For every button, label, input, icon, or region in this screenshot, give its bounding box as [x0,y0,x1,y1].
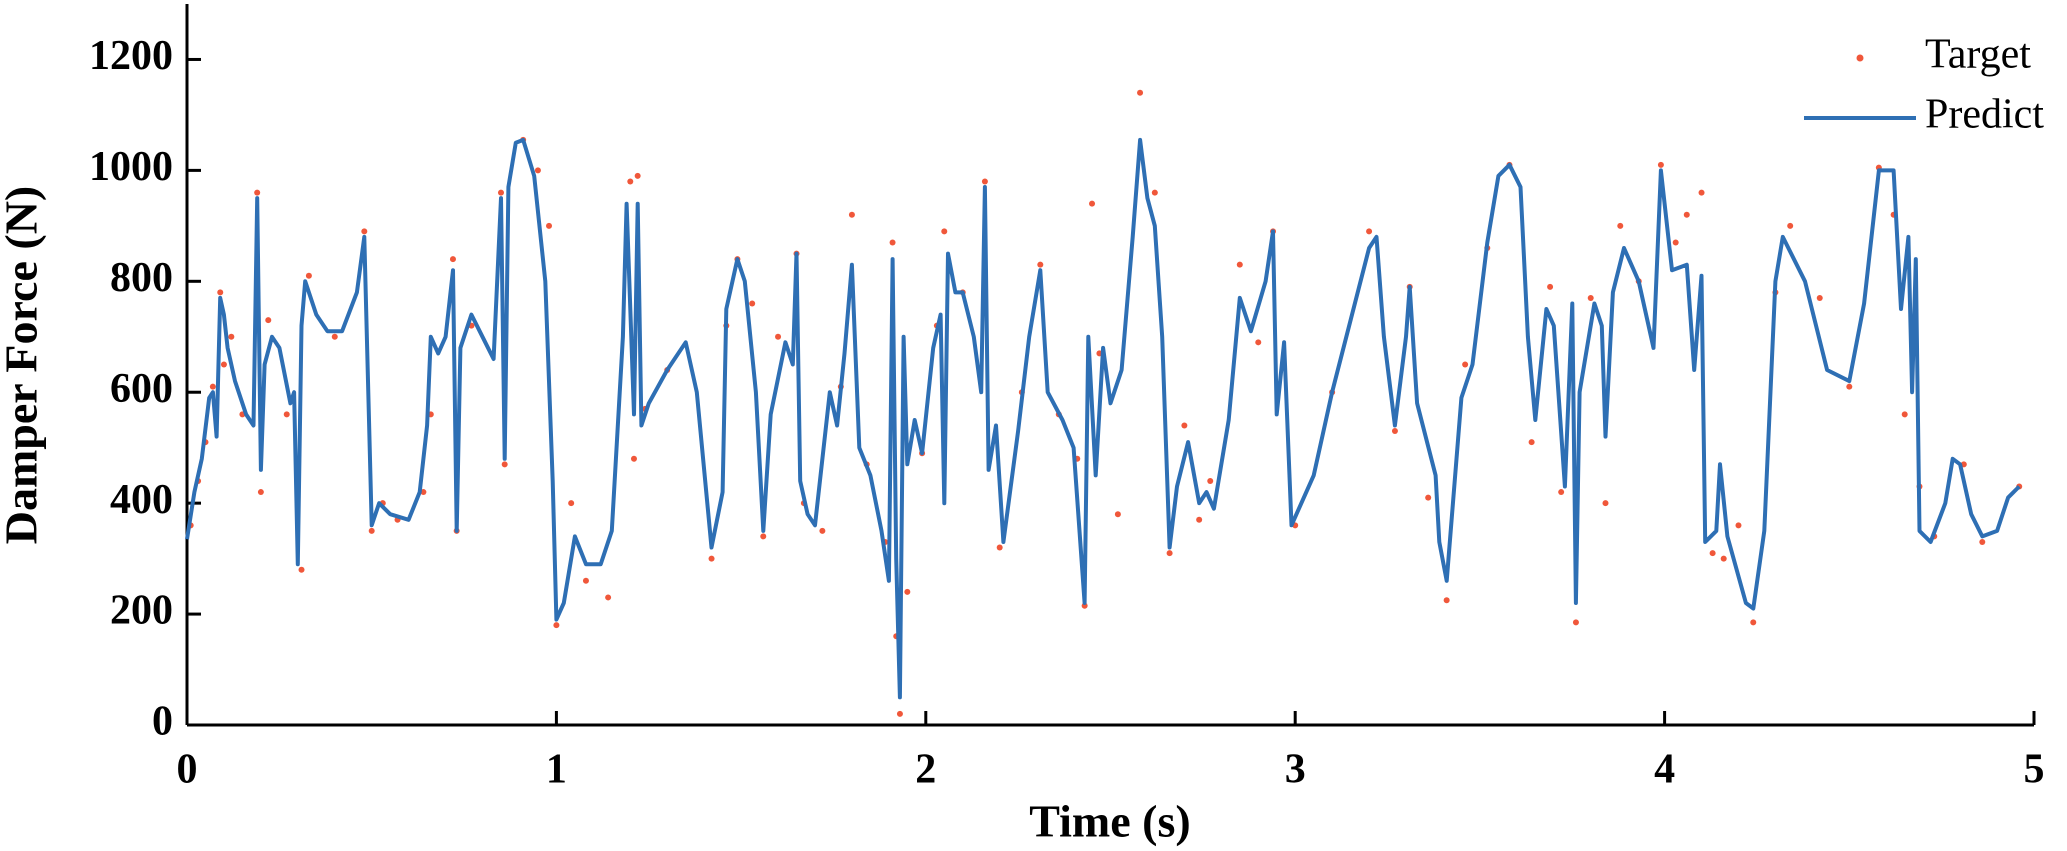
target-point [708,555,715,562]
target-point [1617,222,1624,229]
target-point [582,577,589,584]
target-point [420,489,427,496]
target-point [1587,294,1594,301]
y-tick-label: 200 [110,588,173,634]
target-point [1037,261,1044,268]
target-point [1979,538,1986,545]
target-point [1166,550,1173,557]
target-point [941,228,948,235]
target-point [1558,489,1565,496]
x-tick-label: 3 [1285,747,1306,793]
target-point [1528,439,1535,446]
target-point [1236,261,1243,268]
target-point [630,455,637,462]
legend-label: Target [1925,32,2031,78]
target-point [1750,619,1757,626]
x-tick-label: 2 [915,747,936,793]
y-tick-label: 600 [110,366,173,412]
target-point [1255,339,1262,346]
target-point [361,228,368,235]
y-tick-label: 1200 [89,33,173,79]
target-point [904,588,911,595]
target-point [568,500,575,507]
target-point [1425,494,1432,501]
target-point [501,461,508,468]
target-point [1816,294,1823,301]
target-point [228,333,235,340]
target-point [634,172,641,179]
y-tick-label: 1000 [89,144,173,190]
target-point [1846,383,1853,390]
target-point [209,383,216,390]
target-point [981,178,988,185]
target-point [254,189,261,196]
target-point [298,566,305,573]
target-point [1901,411,1908,418]
target-point [331,333,338,340]
x-tick-label: 1 [546,747,567,793]
target-point [1137,89,1144,96]
target-point [848,211,855,218]
target-point [305,272,312,279]
x-tick-label: 0 [177,747,198,793]
legend-marker [1856,54,1864,62]
target-point [283,411,290,418]
x-axis-title: Time (s) [1029,796,1190,847]
target-point [1547,283,1554,290]
target-point [1572,619,1579,626]
target-point [996,544,1003,551]
target-point [1602,500,1609,507]
target-point [1462,361,1469,368]
y-tick-label: 400 [110,477,173,523]
target-point [1698,189,1705,196]
target-point [1181,422,1188,429]
y-tick-label: 0 [152,699,173,745]
y-tick-label: 800 [110,255,173,301]
legend-label: Predict [1925,92,2044,138]
target-point [749,300,756,307]
target-point [1709,550,1716,557]
y-axis-title: Damper Force (N) [0,186,47,545]
target-point [1443,597,1450,604]
target-point [497,189,504,196]
target-point [265,317,272,324]
target-point [534,167,541,174]
target-point [889,239,896,246]
target-point [775,333,782,340]
target-point [1672,239,1679,246]
x-tick-label: 5 [2024,747,2045,793]
target-point [217,289,224,296]
target-point [1151,189,1158,196]
target-point [1196,516,1203,523]
target-point [1207,477,1214,484]
target-point [1720,555,1727,562]
target-point [819,527,826,534]
target-point [553,622,560,629]
x-tick-label: 4 [1654,747,1675,793]
target-point [368,527,375,534]
target-point [1657,161,1664,168]
target-point [627,178,634,185]
target-point [1114,511,1121,518]
target-point [546,222,553,229]
target-point [605,594,612,601]
target-point [1391,428,1398,435]
target-point [1089,200,1096,207]
target-point [257,489,264,496]
target-point [760,533,767,540]
target-point [220,361,227,368]
target-point [1366,228,1373,235]
target-point [1683,211,1690,218]
target-point [1787,222,1794,229]
predict-line [185,137,2021,700]
target-point [449,256,456,263]
target-point [1735,522,1742,529]
target-point [896,710,903,717]
